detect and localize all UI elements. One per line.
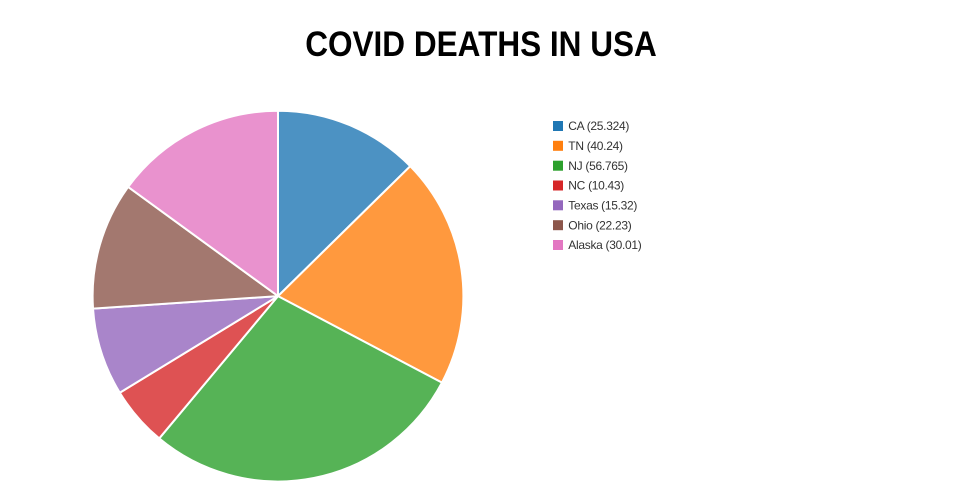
svg-text:Texas (15.32): Texas (15.32) — [568, 199, 637, 213]
svg-text:Ohio (22.23): Ohio (22.23) — [568, 218, 631, 232]
svg-text:CA (25.324): CA (25.324) — [568, 119, 629, 133]
svg-text:TN (40.24): TN (40.24) — [568, 139, 623, 153]
svg-text:Alaska (30.01): Alaska (30.01) — [568, 238, 641, 252]
svg-text:NJ (56.765): NJ (56.765) — [568, 159, 628, 173]
svg-text:COVID DEATHS IN USA: COVID DEATHS IN USA — [305, 26, 657, 65]
svg-text:NC (10.43): NC (10.43) — [568, 179, 624, 193]
